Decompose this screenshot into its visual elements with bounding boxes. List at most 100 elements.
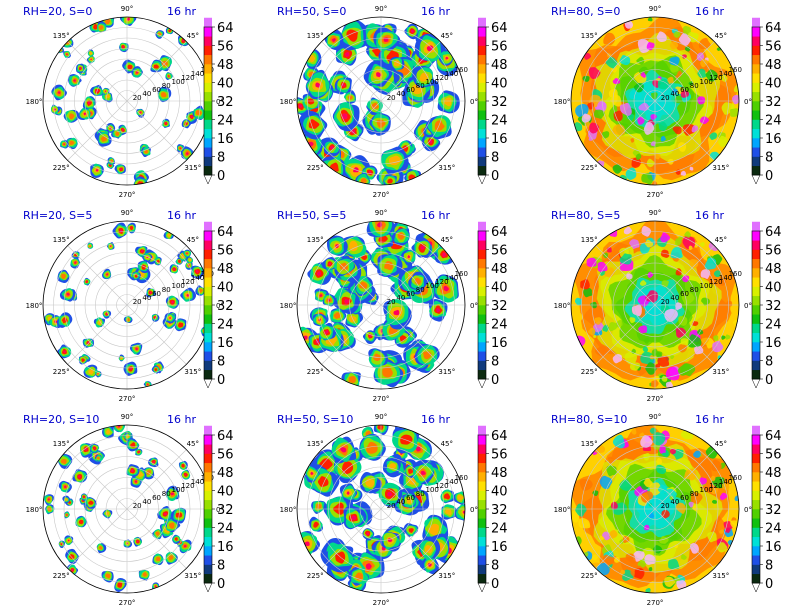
convective-cell: [126, 464, 140, 477]
convective-cell: [392, 425, 420, 454]
colorbar-segment: [478, 435, 486, 445]
convective-cell: [165, 295, 180, 309]
angle-tick-label: 45°: [187, 32, 199, 40]
angle-tick-label: 270°: [373, 599, 390, 607]
grid-spoke: [67, 304, 128, 365]
colorbar-tick-label: 0: [217, 577, 225, 592]
colorbar-segment: [752, 240, 760, 250]
colorbar-tick-label: 24: [765, 522, 782, 537]
colorbar-tick-label: 64: [217, 21, 234, 36]
colorbar-segment: [478, 369, 486, 380]
colorbar-tick-label: 64: [217, 429, 234, 444]
field-cell: [650, 141, 656, 147]
colorbar-segment: [478, 472, 486, 482]
angle-tick-label: 225°: [307, 368, 324, 376]
colorbar: 0 8 16 24 32 40 48 56 64: [203, 425, 234, 593]
radial-tick-label: 160: [455, 474, 468, 482]
colorbar-segment: [478, 119, 486, 130]
field-cell: [701, 337, 710, 345]
grid-spoke: [67, 245, 128, 306]
field-cell: [609, 529, 618, 539]
radial-tick-label: 140: [191, 478, 204, 486]
angle-tick-label: 90°: [649, 5, 661, 13]
field-cell: [592, 334, 597, 338]
convective-cell: [383, 299, 412, 330]
time-label: 16 hr: [167, 209, 196, 222]
colorbar-segment: [478, 453, 486, 464]
convective-cell: [89, 443, 100, 454]
colorbar-segment: [204, 128, 212, 139]
angle-tick-label: 0°: [470, 98, 478, 106]
convective-cell: [165, 551, 178, 565]
colorbar-tick-label: 56: [217, 40, 234, 55]
field-cell: [689, 259, 699, 269]
field-cell: [724, 334, 731, 340]
radial-tick-label: 100: [426, 78, 439, 86]
colorbar-segment: [204, 91, 212, 102]
colorbar-tick-label: 56: [765, 244, 782, 259]
field-cell: [580, 278, 590, 290]
panel-title: RH=50, S=5: [277, 209, 346, 222]
convective-cell: [132, 271, 141, 280]
radial-tick-label: 80: [416, 490, 425, 498]
convective-cell: [157, 506, 173, 522]
colorbar-segment: [752, 101, 760, 111]
convective-cell: [384, 457, 401, 475]
field-cell: [675, 302, 683, 311]
convective-cell: [60, 139, 69, 149]
colorbar-segment: [478, 314, 486, 324]
field-cell: [626, 273, 633, 280]
colorbar-segment: [478, 128, 486, 139]
colorbar-segment: [752, 462, 760, 473]
angle-tick-label: 225°: [53, 572, 70, 580]
convective-cell: [118, 124, 127, 136]
colorbar-segment: [478, 27, 486, 37]
colorbar-tick-label: 48: [217, 262, 234, 277]
radial-tick-label: 100: [700, 486, 713, 494]
colorbar-segment: [752, 555, 760, 565]
convective-cell: [118, 354, 125, 362]
colorbar-segment: [478, 165, 486, 176]
angle-tick-label: 0°: [744, 506, 752, 514]
colorbar-segment: [204, 518, 212, 528]
colorbar-segment: [478, 36, 486, 46]
colorbar-segment: [478, 258, 486, 269]
colorbar-segment: [478, 249, 486, 260]
angle-tick-label: 45°: [441, 32, 453, 40]
convective-cell: [63, 109, 80, 123]
convective-cell: [135, 448, 143, 456]
angle-tick-label: 270°: [119, 191, 136, 199]
convective-cell: [440, 489, 454, 504]
colorbar-tick-label: 32: [765, 503, 782, 518]
angle-tick-label: 180°: [26, 98, 43, 106]
colorbar-tick-label: 8: [217, 355, 225, 370]
field-cell: [733, 84, 739, 93]
convective-cell: [119, 17, 137, 26]
convective-cell: [411, 236, 432, 258]
colorbar-segment: [752, 165, 760, 176]
colorbar-tick-label: 16: [217, 336, 234, 351]
colorbar-segment: [204, 481, 212, 491]
convective-cell: [94, 454, 102, 462]
field-cell: [645, 588, 651, 593]
convective-cell: [50, 104, 61, 115]
field-cell: [688, 501, 694, 508]
field-cell: [691, 125, 699, 133]
colorbar-segment: [752, 332, 760, 343]
field-cell: [594, 317, 602, 325]
convective-cell: [152, 553, 164, 566]
colorbar-tick-label: 32: [217, 503, 234, 518]
field-cell: [640, 72, 646, 78]
radial-tick-label: 40: [396, 90, 405, 98]
convective-cell: [178, 460, 188, 470]
field-cell: [647, 17, 653, 22]
field-cell: [684, 231, 691, 238]
angle-tick-label: 225°: [53, 368, 70, 376]
convective-cell: [354, 276, 373, 297]
field-cell: [619, 253, 632, 265]
colorbar-extend-min: [477, 174, 487, 185]
grid-spoke: [380, 245, 441, 306]
field-cell: [669, 40, 679, 50]
angle-tick-label: 180°: [280, 302, 297, 310]
angle-tick-label: 135°: [581, 236, 598, 244]
